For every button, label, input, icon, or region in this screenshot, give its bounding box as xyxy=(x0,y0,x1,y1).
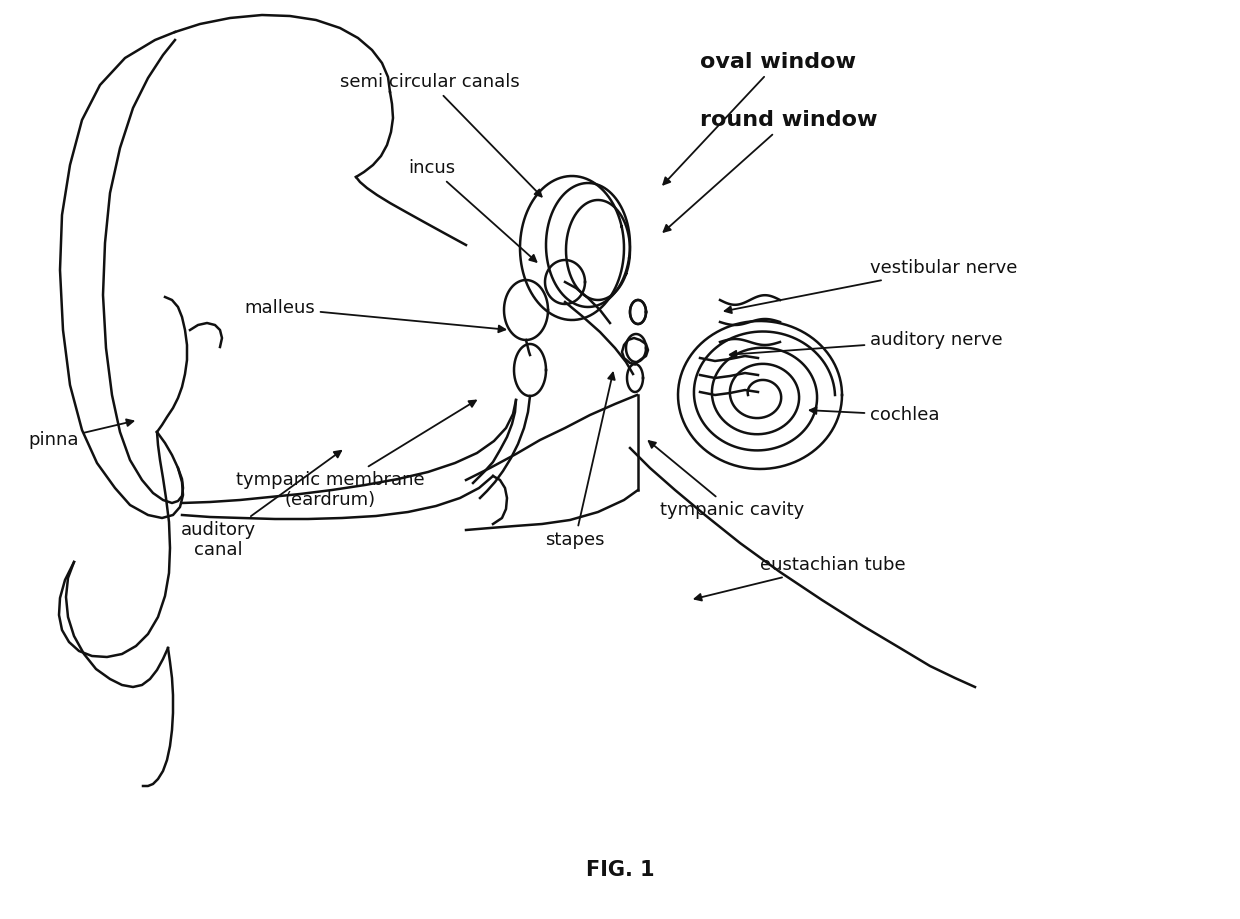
Text: auditory
canal: auditory canal xyxy=(181,451,341,560)
Text: cochlea: cochlea xyxy=(810,406,940,424)
Text: malleus: malleus xyxy=(244,299,505,333)
Text: FIG. 1: FIG. 1 xyxy=(585,860,655,880)
Text: round window: round window xyxy=(663,110,878,232)
Text: auditory nerve: auditory nerve xyxy=(730,331,1003,357)
Text: eustachian tube: eustachian tube xyxy=(694,556,905,600)
Polygon shape xyxy=(630,300,646,324)
Text: stapes: stapes xyxy=(546,373,615,549)
Text: incus: incus xyxy=(408,159,537,262)
Text: pinna: pinna xyxy=(29,419,134,449)
Text: tympanic cavity: tympanic cavity xyxy=(649,441,805,519)
Text: semi circular canals: semi circular canals xyxy=(340,73,542,197)
Text: tympanic membrane
(eardrum): tympanic membrane (eardrum) xyxy=(236,401,476,509)
Text: vestibular nerve: vestibular nerve xyxy=(724,259,1017,313)
Text: oval window: oval window xyxy=(663,52,856,185)
